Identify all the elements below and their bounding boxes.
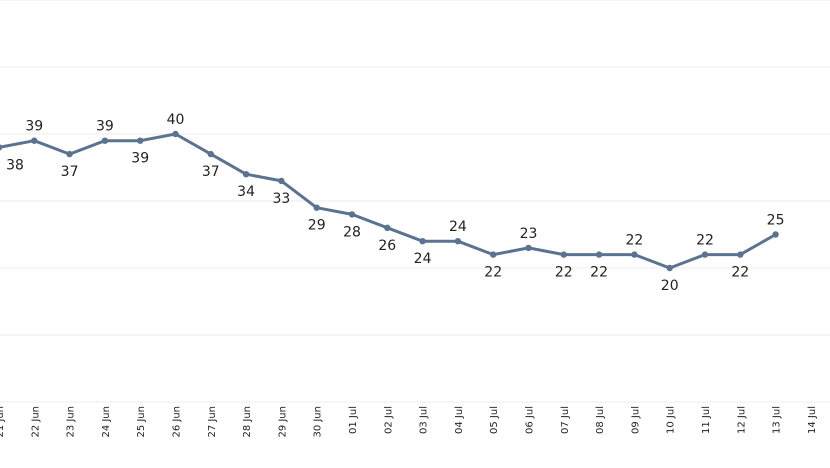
x-tick-label: 27 Jun <box>207 406 218 438</box>
x-tick-label: 26 Jun <box>172 406 183 438</box>
x-tick-label: 23 Jun <box>66 406 77 438</box>
x-tick-label: 06 Jul <box>525 406 536 434</box>
x-tick-label: 21 Jun <box>0 406 6 438</box>
x-tick-label: 12 Jul <box>736 406 747 434</box>
data-label: 20 <box>661 278 679 294</box>
x-tick-label: 22 Jun <box>30 406 41 438</box>
data-point <box>0 144 3 151</box>
data-label: 22 <box>484 265 502 281</box>
data-point <box>560 251 567 258</box>
data-point <box>66 150 73 158</box>
data-point <box>207 150 214 158</box>
x-axis-tick-labels: 21 Jun 22 Jun 23 Jun 24 Jun 25 Jun 26 Jun 27 J… <box>0 406 818 438</box>
x-tick-label: 04 Jul <box>454 406 465 434</box>
x-tick-label: 25 Jun <box>136 406 147 438</box>
x-tick-label: 29 Jun <box>277 406 288 438</box>
x-tick-label: 14 Jul <box>807 406 818 434</box>
data-point <box>137 137 144 144</box>
data-point <box>419 238 426 245</box>
data-point <box>278 177 285 185</box>
data-label: 22 <box>731 265 749 281</box>
data-label: 39 <box>25 119 43 135</box>
data-label: 24 <box>449 219 467 235</box>
x-tick-label: 07 Jul <box>560 406 571 434</box>
data-point <box>737 251 744 258</box>
x-tick-label: 30 Jun <box>313 406 324 438</box>
data-point <box>242 171 250 178</box>
x-tick-label: 08 Jul <box>595 406 606 434</box>
data-label: 39 <box>96 119 114 135</box>
x-tick-label: 24 Jun <box>101 406 112 438</box>
x-tick-label: 03 Jul <box>419 406 430 434</box>
data-label: 28 <box>343 224 361 240</box>
data-label: 37 <box>202 164 220 180</box>
data-point <box>172 130 179 138</box>
data-labels: 38 39 37 39 39 40 37 34 33 29 28 26 24 24 22 23 22 22 22 20… <box>6 112 784 294</box>
x-tick-label: 10 Jul <box>666 406 677 434</box>
data-label: 22 <box>590 265 608 281</box>
data-label: 23 <box>520 226 538 242</box>
data-label: 22 <box>696 233 714 249</box>
data-point <box>384 224 391 231</box>
data-label: 38 <box>6 157 24 173</box>
gridlines <box>0 0 830 403</box>
data-label: 39 <box>131 151 149 167</box>
x-tick-label: 09 Jul <box>630 406 641 434</box>
data-label: 22 <box>555 265 573 281</box>
data-point <box>701 251 709 258</box>
x-tick-label: 02 Jul <box>383 406 394 434</box>
x-tick-label: 13 Jul <box>772 406 783 434</box>
data-label: 37 <box>61 164 79 180</box>
x-tick-label: 01 Jul <box>348 406 359 434</box>
data-point <box>595 251 603 258</box>
data-point <box>31 137 38 144</box>
data-point <box>631 251 638 258</box>
data-point <box>313 204 320 211</box>
data-point <box>666 264 673 272</box>
data-label: 22 <box>625 233 643 249</box>
x-tick-label: 28 Jun <box>242 406 253 438</box>
data-label: 33 <box>272 191 290 207</box>
data-point <box>348 211 356 218</box>
data-point <box>525 244 532 252</box>
data-label: 40 <box>167 112 185 128</box>
data-label: 34 <box>237 184 255 200</box>
data-point <box>454 238 462 245</box>
data-point <box>490 251 497 258</box>
data-label: 24 <box>414 251 432 267</box>
x-tick-label: 11 Jul <box>701 406 712 434</box>
data-label: 29 <box>308 218 326 234</box>
data-point <box>101 137 109 144</box>
data-label: 25 <box>767 213 785 229</box>
data-points <box>0 130 779 272</box>
data-label: 26 <box>378 238 396 254</box>
data-point <box>772 231 779 238</box>
x-tick-label: 05 Jul <box>489 406 500 434</box>
